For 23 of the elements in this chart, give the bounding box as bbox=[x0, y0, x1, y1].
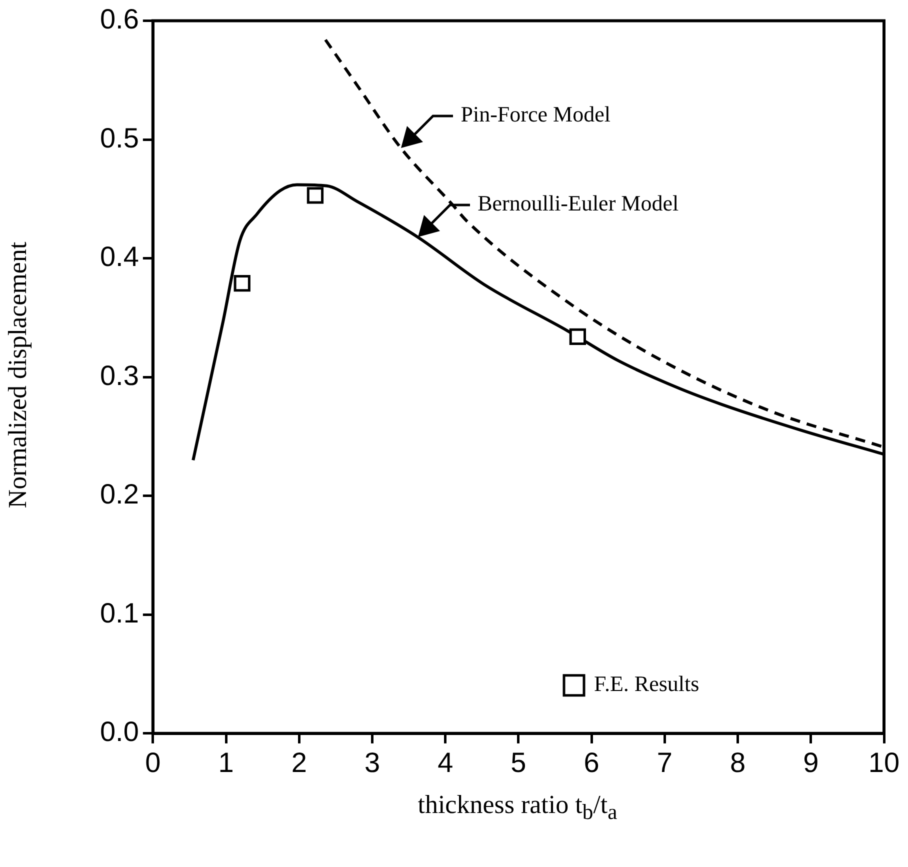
y-tick-label: 0.0 bbox=[100, 716, 139, 748]
y-tick-label: 0.1 bbox=[100, 597, 139, 628]
annotation: Bernoulli-Euler Model bbox=[478, 190, 679, 216]
x-tick-label: 0 bbox=[145, 746, 161, 778]
x-tick-label: 3 bbox=[364, 746, 380, 778]
x-tick-label: 5 bbox=[510, 746, 526, 778]
x-tick-label: 1 bbox=[218, 746, 234, 778]
x-tick-label: 10 bbox=[868, 746, 900, 778]
y-tick-label: 0.3 bbox=[100, 360, 139, 391]
x-tick-label: 8 bbox=[730, 746, 746, 778]
y-tick-label: 0.5 bbox=[100, 122, 139, 154]
x-tick-label: 7 bbox=[656, 746, 672, 778]
x-tick-label: 4 bbox=[438, 746, 454, 778]
x-tick-label: 2 bbox=[291, 746, 307, 778]
x-tick-label: 6 bbox=[584, 746, 600, 778]
y-tick-label: 0.2 bbox=[100, 478, 139, 510]
legend-label: F.E. Results bbox=[594, 671, 700, 696]
y-tick-label: 0.6 bbox=[100, 4, 139, 35]
x-axis-title: thickness ratio t$_{b}$/t$_{a}$ bbox=[416, 790, 618, 826]
x-tick-label: 9 bbox=[803, 746, 819, 778]
y-tick-label: 0.4 bbox=[100, 241, 139, 272]
y-axis-title: Normalized displacement bbox=[3, 240, 33, 510]
annotation: Pin-Force Model bbox=[460, 102, 610, 127]
